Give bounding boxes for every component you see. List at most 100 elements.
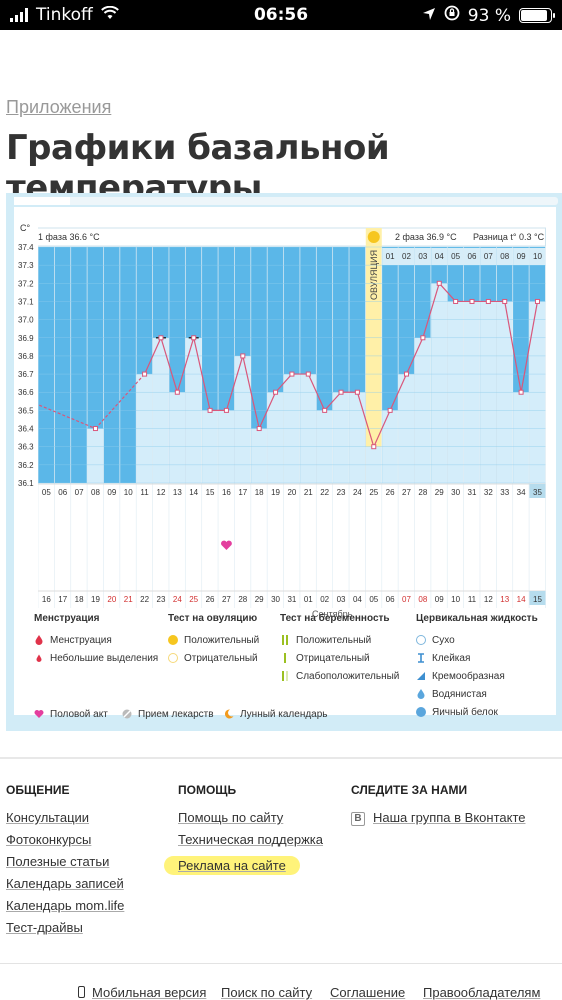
footer-col-communication: ОБЩЕНИЕ Консультации Фотоконкурсы Полезн… bbox=[6, 783, 124, 942]
site-search-link[interactable]: Поиск по сайту bbox=[221, 985, 313, 1000]
footer-link-vk[interactable]: B Наша группа в Вконтакте bbox=[351, 810, 525, 832]
legend-ovulation-test: Тест на овуляцию Положительный Отрицател… bbox=[168, 613, 259, 667]
breadcrumb[interactable]: Приложения bbox=[6, 97, 112, 117]
footer-link-calendar[interactable]: Календарь записей bbox=[6, 876, 124, 891]
legend-item: Менструация bbox=[50, 634, 112, 646]
dpo-label: 03 bbox=[418, 252, 427, 261]
y-tick-label: 36.2 bbox=[18, 461, 34, 470]
y-tick-label: 36.9 bbox=[18, 334, 34, 343]
day-label: 07 bbox=[75, 488, 84, 497]
temperature-segment bbox=[144, 337, 162, 375]
day-label: 33 bbox=[500, 488, 509, 497]
temperature-point bbox=[354, 389, 360, 395]
day-label: 28 bbox=[418, 488, 427, 497]
temperature-segment bbox=[422, 283, 440, 338]
dpo-cell bbox=[529, 248, 546, 265]
temperature-bar bbox=[267, 392, 284, 483]
day-label: 22 bbox=[320, 488, 329, 497]
date-label: 27 bbox=[222, 595, 231, 604]
date-label: 14 bbox=[517, 595, 526, 604]
temperature-bar bbox=[169, 392, 186, 483]
footer-link-momlife[interactable]: Календарь mom.life bbox=[6, 898, 125, 913]
legend-item: Прием лекарств bbox=[138, 708, 214, 720]
temperature-segment bbox=[504, 301, 522, 393]
date-label: 02 bbox=[320, 595, 329, 604]
temperature-point bbox=[502, 298, 508, 304]
blood-drop-icon bbox=[34, 635, 44, 645]
temperature-segment bbox=[95, 373, 146, 429]
date-label: 13 bbox=[500, 595, 509, 604]
temperature-point bbox=[92, 426, 98, 432]
signal-icon bbox=[10, 8, 28, 22]
day-label: 26 bbox=[386, 488, 395, 497]
date-label: 17 bbox=[58, 595, 67, 604]
dpo-cell bbox=[414, 248, 431, 265]
legend-pregnancy-test: Тест на беременность Положительный Отриц… bbox=[280, 613, 399, 685]
temperature-point bbox=[485, 298, 491, 304]
temperature-segment bbox=[193, 337, 211, 411]
dpo-label: 06 bbox=[468, 252, 477, 261]
chart-legend: Менструация Менструация Небольшие выделе… bbox=[16, 613, 552, 725]
phone-icon bbox=[78, 986, 85, 998]
temperature-bar bbox=[251, 428, 268, 483]
temperature-point bbox=[174, 389, 180, 395]
date-label: 08 bbox=[418, 595, 427, 604]
footer-link-consultations[interactable]: Консультации bbox=[6, 810, 90, 825]
temperature-point bbox=[223, 407, 229, 413]
temperature-bar bbox=[349, 392, 366, 483]
day-label: 11 bbox=[140, 488, 149, 497]
footer-link-help[interactable]: Помощь по сайту bbox=[178, 810, 284, 825]
temperature-segment bbox=[258, 391, 277, 429]
temperature-segment bbox=[356, 392, 375, 447]
day-label: 30 bbox=[451, 488, 460, 497]
date-label: 26 bbox=[206, 595, 215, 604]
temperature-segment bbox=[242, 355, 260, 429]
footer-link-advertising[interactable]: Реклама на сайте bbox=[164, 856, 323, 880]
wifi-icon bbox=[100, 5, 119, 25]
egg-white-icon bbox=[416, 707, 426, 717]
carrier-label: Tinkoff bbox=[36, 5, 93, 25]
day-label: 17 bbox=[238, 488, 247, 497]
day-label: 19 bbox=[271, 488, 280, 497]
chart-header-strip bbox=[21, 227, 546, 247]
dpo-cell bbox=[447, 248, 464, 265]
temperature-point bbox=[240, 353, 246, 359]
footer-link-photo-contests[interactable]: Фотоконкурсы bbox=[6, 832, 92, 847]
date-label: 21 bbox=[124, 595, 133, 604]
legend-item: Кремообразная bbox=[432, 670, 505, 682]
footer-link-articles[interactable]: Полезные статьи bbox=[6, 854, 110, 869]
mobile-link-wrap[interactable]: Мобильная версия bbox=[78, 985, 206, 1000]
date-label: 24 bbox=[173, 595, 182, 604]
date-label: 18 bbox=[75, 595, 84, 604]
dpo-cell bbox=[480, 248, 497, 265]
day-label: 35 bbox=[533, 488, 542, 497]
legend-item: Слабоположительный bbox=[296, 670, 400, 682]
chart-scrollbar[interactable] bbox=[14, 197, 558, 205]
y-tick-label: 36.8 bbox=[18, 352, 34, 361]
date-label: 22 bbox=[140, 595, 149, 604]
temperature-segment bbox=[438, 282, 457, 302]
date-label: 09 bbox=[435, 595, 444, 604]
y-tick-label: 36.3 bbox=[18, 443, 34, 452]
agreement-link[interactable]: Соглашение bbox=[330, 985, 406, 1000]
day-label: 24 bbox=[353, 488, 362, 497]
bbt-chart: ОВУЛЯЦИЯ 04 05 06 07 08 09 10 11 12 13 14 15 16 17 18 1… bbox=[14, 208, 546, 619]
footer-link-test-drives[interactable]: Тест-драйвы bbox=[6, 920, 83, 935]
temperature-point bbox=[142, 371, 148, 377]
legend-cervical-title: Цервикальная жидкость bbox=[416, 613, 538, 624]
dpo-label: 05 bbox=[451, 252, 460, 261]
legend-item: Отрицательный bbox=[296, 652, 370, 664]
legend-item: Половой акт bbox=[50, 708, 108, 720]
footer-link-support[interactable]: Техническая поддержка bbox=[178, 832, 323, 847]
footer-col-title: ПОМОЩЬ bbox=[178, 783, 237, 797]
advertising-link-label: Реклама на сайте bbox=[164, 856, 300, 875]
difference-label: Разница t° 0.3 °C bbox=[473, 232, 545, 242]
double-bar-icon bbox=[280, 635, 290, 645]
legend-menstruation: Менструация Менструация Небольшие выделе… bbox=[34, 613, 158, 667]
legend-item: Клейкая bbox=[432, 652, 471, 664]
scrollbar-thumb[interactable] bbox=[14, 197, 70, 205]
copyright-holders-link[interactable]: Правообладателям bbox=[423, 985, 541, 1000]
day-label: 27 bbox=[402, 488, 411, 497]
negative-circle-icon bbox=[168, 653, 178, 663]
temperature-point bbox=[256, 426, 262, 432]
